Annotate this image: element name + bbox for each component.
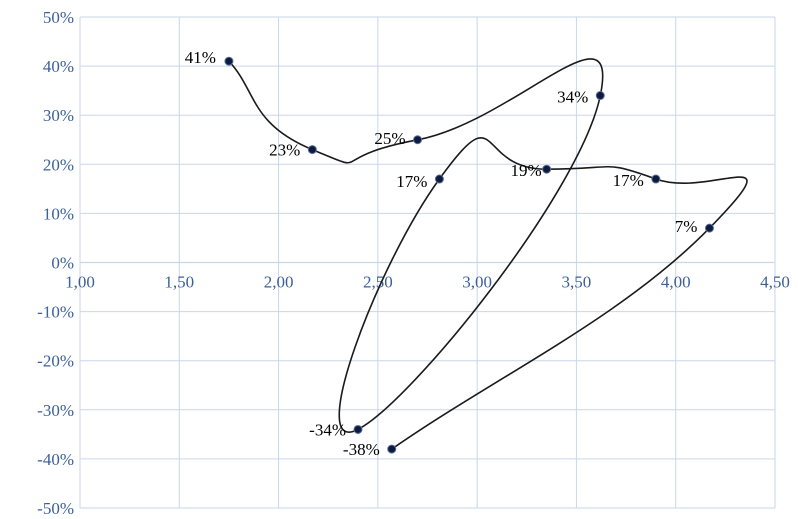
x-tick-label: 3,50 bbox=[562, 273, 592, 292]
data-points bbox=[224, 56, 714, 454]
y-tick-label: 30% bbox=[43, 106, 74, 125]
data-label: 17% bbox=[613, 171, 644, 190]
data-point bbox=[542, 164, 552, 174]
x-tick-label: 3,00 bbox=[462, 273, 492, 292]
x-tick-label: 4,50 bbox=[760, 273, 790, 292]
y-tick-label: 40% bbox=[43, 57, 74, 76]
data-point bbox=[434, 174, 444, 184]
data-point bbox=[704, 223, 714, 233]
data-label: 41% bbox=[185, 48, 216, 67]
y-tick-label: -30% bbox=[37, 401, 74, 420]
data-point bbox=[224, 56, 234, 66]
y-tick-label: -10% bbox=[37, 303, 74, 322]
data-point bbox=[387, 444, 397, 454]
y-tick-label: 20% bbox=[43, 155, 74, 174]
data-label: 7% bbox=[675, 217, 698, 236]
data-point bbox=[595, 91, 605, 101]
data-point bbox=[307, 145, 317, 155]
data-label: -34% bbox=[309, 420, 346, 439]
data-label: 25% bbox=[374, 129, 405, 148]
x-tick-label: 4,00 bbox=[661, 273, 691, 292]
series-line bbox=[228, 58, 748, 450]
x-tick-label: 1,50 bbox=[164, 273, 194, 292]
data-point bbox=[413, 135, 423, 145]
data-label: 34% bbox=[557, 88, 588, 107]
series-curve bbox=[228, 58, 748, 450]
data-label: 19% bbox=[510, 161, 541, 180]
x-axis-ticks: 1,00 1,50 2,00 2,50 3,00 3,50 4,00 4,50 bbox=[65, 273, 790, 292]
x-tick-label: 1,00 bbox=[65, 273, 95, 292]
x-tick-label: 2,50 bbox=[363, 273, 393, 292]
data-point bbox=[651, 174, 661, 184]
x-tick-label: 2,00 bbox=[264, 273, 294, 292]
y-tick-label: -20% bbox=[37, 352, 74, 371]
y-tick-label: 0% bbox=[51, 254, 74, 273]
data-point bbox=[353, 424, 363, 434]
y-tick-label: 10% bbox=[43, 204, 74, 223]
data-labels: 41% 23% 25% 34% -34% 17% 19% 17% 7% -38% bbox=[185, 48, 698, 459]
y-tick-label: -40% bbox=[37, 450, 74, 469]
data-label: 23% bbox=[269, 141, 300, 160]
data-label: 17% bbox=[396, 172, 427, 191]
y-axis-ticks: 50% 40% 30% 20% 10% 0% -10% -20% -30% -40% -50% bbox=[37, 8, 74, 518]
grid-lines bbox=[79, 16, 776, 509]
y-tick-label: 50% bbox=[43, 8, 74, 27]
data-label: -38% bbox=[343, 440, 380, 459]
y-tick-label: -50% bbox=[37, 499, 74, 518]
